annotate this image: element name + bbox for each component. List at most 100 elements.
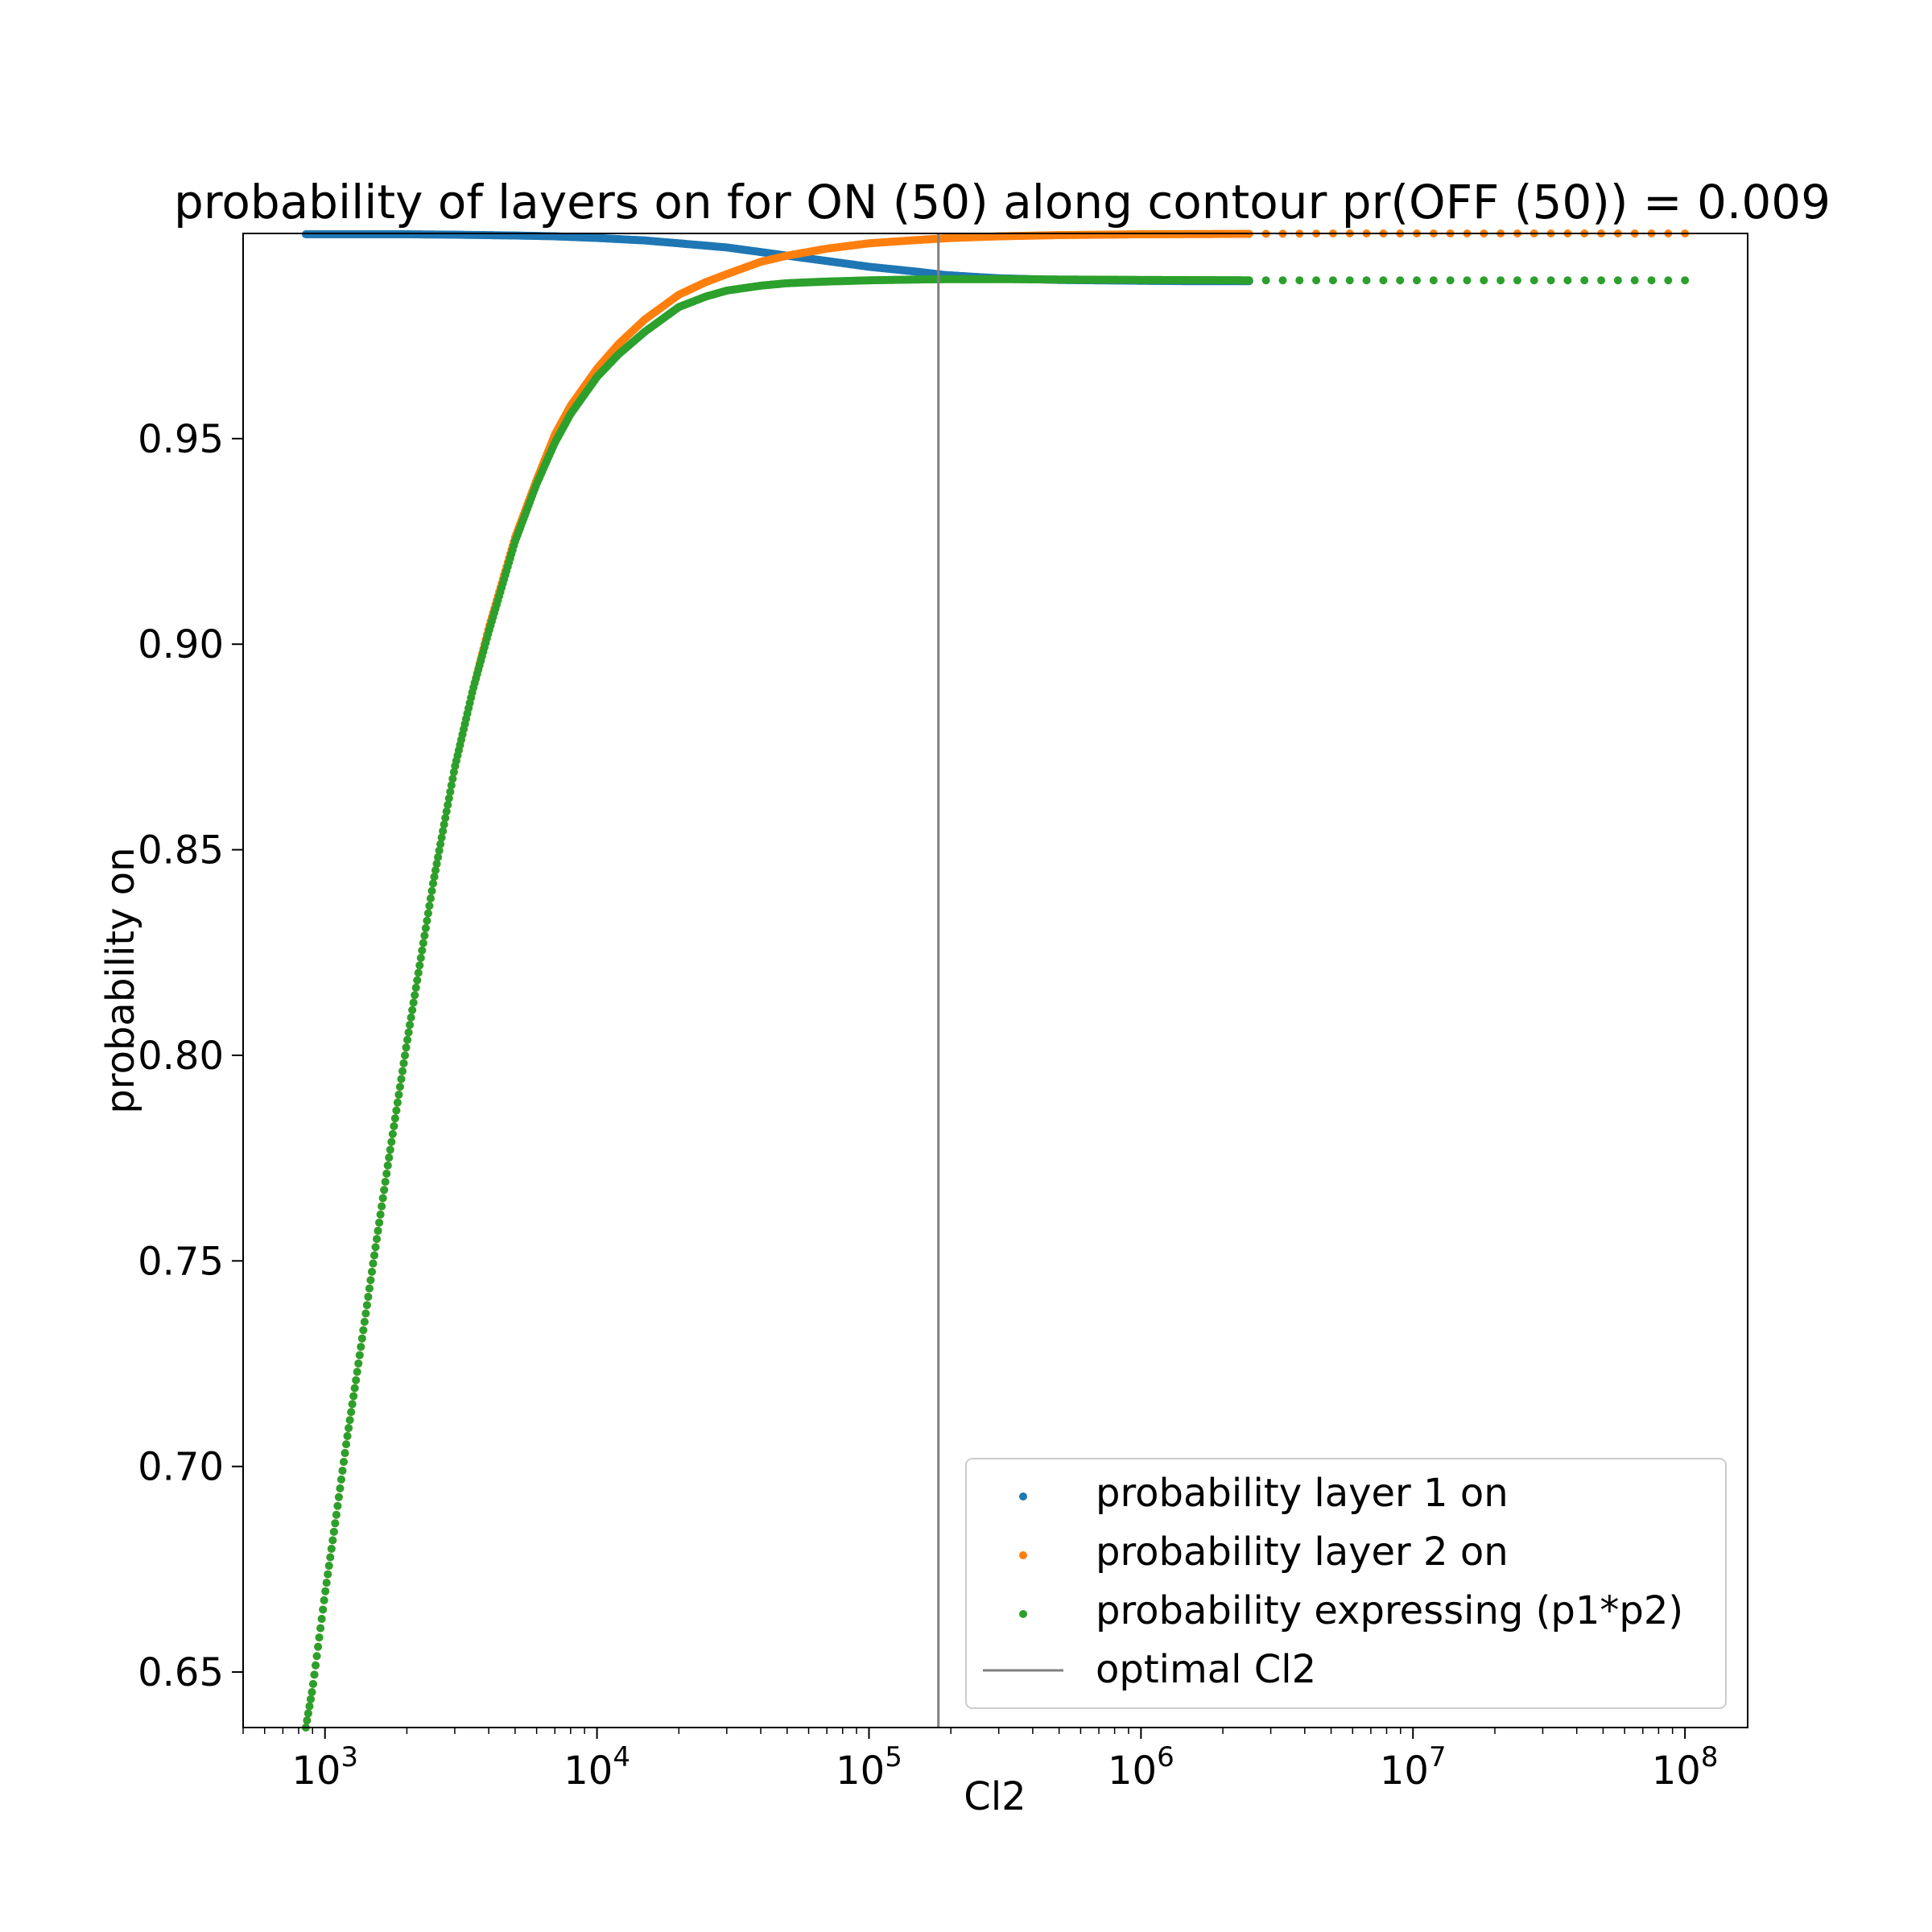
x-tick-label: 105 (836, 1741, 902, 1794)
legend-marker-expressing (1019, 1610, 1027, 1618)
data-point (413, 976, 422, 985)
data-point (360, 1318, 369, 1326)
data-point (352, 1376, 361, 1385)
data-point (393, 1098, 402, 1107)
data-point (355, 1351, 364, 1360)
data-point (336, 1484, 345, 1492)
data-point (444, 794, 453, 803)
data-point (308, 1679, 317, 1688)
data-point (334, 1492, 343, 1501)
data-point (411, 984, 420, 992)
data-point (1261, 276, 1270, 285)
data-point (369, 1259, 378, 1268)
data-point (357, 1343, 365, 1352)
data-point (387, 1137, 396, 1146)
data-point (418, 946, 427, 955)
data-point (1463, 276, 1472, 285)
data-point (382, 1169, 391, 1178)
data-point (385, 1154, 394, 1162)
data-point (316, 1624, 325, 1633)
x-tick-label: 103 (291, 1741, 358, 1794)
data-point (1530, 276, 1538, 285)
data-point (1613, 276, 1622, 285)
data-point (380, 1186, 389, 1195)
data-point (432, 860, 441, 869)
data-point (326, 1553, 335, 1562)
data-point (303, 1709, 312, 1718)
data-point (353, 1368, 361, 1377)
data-point (332, 1510, 341, 1519)
data-point (423, 916, 431, 925)
data-point (446, 787, 455, 796)
data-point (1429, 276, 1438, 285)
data-point (420, 931, 429, 940)
data-point (345, 1416, 354, 1425)
x-tick-label: 107 (1380, 1741, 1447, 1794)
data-point (406, 1021, 415, 1030)
data-point (1496, 276, 1505, 285)
y-tick-label: 0.80 (138, 1034, 224, 1079)
data-point (321, 1587, 330, 1596)
y-axis-label: probability on (98, 847, 143, 1113)
data-point (341, 1449, 349, 1458)
data-point (322, 1579, 331, 1587)
data-point (448, 774, 457, 783)
data-point (431, 866, 440, 875)
data-point (331, 1519, 340, 1528)
data-point (402, 1043, 411, 1052)
data-point (1513, 276, 1521, 285)
data-point (1245, 276, 1253, 285)
data-point (421, 924, 430, 933)
data-point (350, 1384, 359, 1393)
x-tick-label: 106 (1108, 1741, 1174, 1794)
legend-marker-layer2 (1019, 1551, 1027, 1559)
plot-series (301, 229, 1690, 1732)
y-tick-label: 0.95 (138, 417, 224, 462)
data-point (366, 1276, 375, 1285)
data-point (1328, 276, 1337, 285)
data-point (1413, 276, 1422, 285)
data-point (1278, 276, 1287, 285)
legend-box (965, 1458, 1727, 1709)
data-point (423, 909, 432, 918)
data-point (371, 1243, 380, 1252)
data-point (324, 1570, 332, 1579)
data-point (416, 954, 425, 963)
data-point (378, 1202, 386, 1211)
data-point (414, 968, 423, 977)
data-point (378, 1194, 387, 1203)
x-axis-label: Cl2 (964, 1774, 1026, 1819)
data-point (1446, 276, 1455, 285)
legend-marker-layer1 (1019, 1492, 1027, 1501)
data-point (407, 1013, 415, 1022)
data-point (347, 1408, 356, 1417)
data-point (1681, 276, 1690, 285)
data-point (447, 781, 456, 790)
data-point (439, 827, 448, 836)
data-point (362, 1301, 371, 1310)
data-point (375, 1218, 384, 1227)
data-point (1597, 276, 1606, 285)
data-point (411, 991, 419, 1000)
legend: probability layer 1 on probability layer… (965, 1458, 1727, 1709)
data-point (430, 873, 439, 881)
data-point (359, 1326, 368, 1335)
data-point (348, 1400, 357, 1409)
data-point (310, 1670, 319, 1679)
data-point (1345, 276, 1354, 285)
data-point (343, 1431, 352, 1440)
data-point (315, 1633, 324, 1642)
data-point (361, 1309, 370, 1318)
data-point (386, 1146, 394, 1154)
data-point (1546, 276, 1555, 285)
data-point (383, 1161, 392, 1170)
x-tick-label: 104 (564, 1741, 630, 1794)
y-tick-label: 0.65 (138, 1650, 224, 1695)
y-axis: 0.65 0.70 0.75 0.80 0.85 0.90 0.95 (138, 417, 243, 1695)
data-point (308, 1688, 316, 1697)
data-point (305, 1702, 314, 1711)
data-point (426, 894, 435, 903)
data-point (329, 1527, 338, 1536)
data-point (328, 1536, 337, 1545)
data-point (442, 807, 451, 815)
